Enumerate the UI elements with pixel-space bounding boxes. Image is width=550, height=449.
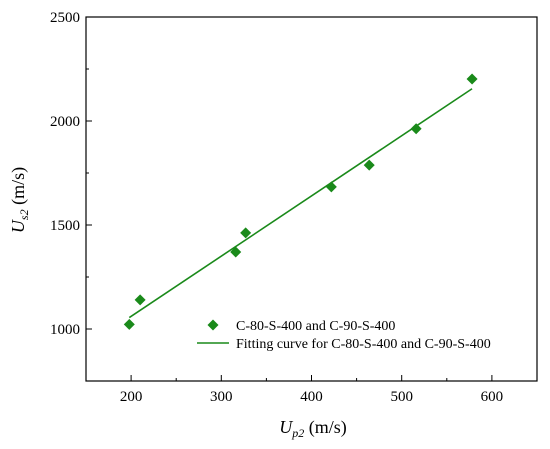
data-point: [134, 294, 146, 306]
y-tick-label: 2000: [50, 114, 80, 130]
x-tick-label: 600: [481, 389, 504, 405]
fit-line: [128, 88, 473, 319]
legend-label-points: C-80-S-400 and C-90-S-400: [236, 319, 395, 334]
y-tick-label: 1000: [50, 322, 80, 338]
data-point: [466, 73, 478, 85]
x-tick-label: 400: [300, 389, 323, 405]
axis-ticks: 200 300 400 500 600 1000 1500 2000 2500: [50, 10, 538, 405]
data-point: [240, 227, 252, 239]
data-layer: [123, 73, 478, 330]
data-point: [123, 318, 135, 330]
legend: C-80-S-400 and C-90-S-400 Fitting curve f…: [197, 319, 491, 352]
y-axis-title: Us2 (m/s): [8, 167, 31, 233]
x-axis-title-unit: (m/s): [304, 417, 347, 438]
x-tick-label: 500: [390, 389, 413, 405]
legend-label-fit: Fitting curve for C-80-S-400 and C-90-S-…: [236, 337, 491, 352]
data-point: [410, 123, 422, 135]
y-axis-title-subscript: s2: [17, 209, 31, 220]
y-axis-title-main: U: [8, 219, 28, 233]
x-tick-label: 200: [120, 389, 143, 405]
x-axis-title: Up2 (m/s): [279, 417, 347, 440]
data-point: [230, 246, 242, 258]
data-point: [325, 181, 337, 193]
x-axis-title-subscript: p2: [291, 426, 304, 440]
legend-marker-points: [207, 319, 219, 331]
y-tick-label: 1500: [50, 218, 80, 234]
x-axis-title-main: U: [279, 417, 293, 437]
x-tick-label: 300: [210, 389, 233, 405]
y-tick-label: 2500: [50, 10, 80, 26]
data-point: [363, 159, 375, 171]
y-axis-title-unit: (m/s): [8, 167, 29, 210]
